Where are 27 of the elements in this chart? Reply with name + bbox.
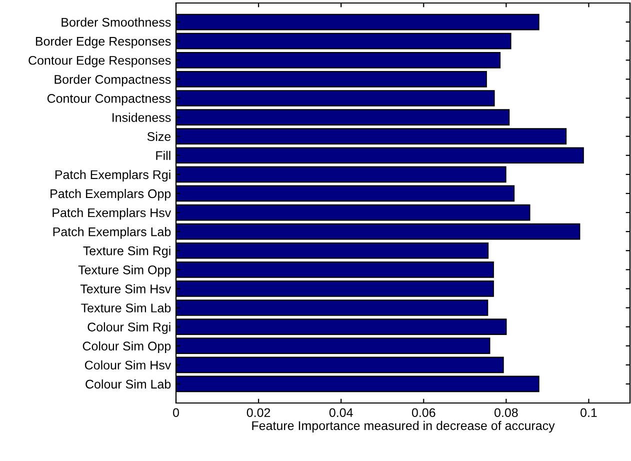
y-tick-label: Border Edge Responses: [36, 36, 171, 48]
y-tick-label: Colour Sim Opp: [82, 341, 171, 353]
y-tick-label: Texture Sim Rgi: [83, 246, 170, 258]
x-tick-label: 0.02: [246, 408, 270, 418]
y-tick-label: Colour Sim Rgi: [88, 322, 170, 334]
y-tick-label: Contour Compactness: [47, 94, 171, 106]
x-axis-title: Feature Importance measured in decrease of accuracy: [252, 420, 555, 433]
y-tick-label: Contour Edge Responses: [28, 56, 171, 68]
y-tick-label: Colour Sim Lab: [86, 379, 171, 389]
y-tick-label: Border Compactness: [54, 74, 171, 86]
y-tick-label: Patch Exemplars Rgi: [55, 170, 170, 182]
x-tick-label: 0.06: [412, 408, 436, 418]
y-tick-label: Colour Sim Hsv: [84, 360, 172, 370]
y-tick-label: Texture Sim Lab: [81, 303, 171, 312]
y-tick-label: Patch Exemplars Lab: [53, 227, 171, 239]
y-tick-label: Texture Sim Hsv: [80, 284, 172, 294]
y-tick-label: Texture Sim Opp: [78, 265, 171, 277]
x-tick-label: 0.04: [329, 408, 353, 418]
x-tick-label: 0.1: [580, 408, 597, 418]
y-tick-label: Border Smoothness: [62, 18, 171, 27]
y-tick-label: Patch Exemplars Hsv: [52, 208, 172, 220]
y-tick-label: Patch Exemplars Opp: [50, 188, 171, 201]
x-tick-label: 0.08: [494, 408, 518, 418]
y-tick-label: Fill: [156, 150, 170, 160]
y-tick-label: Size: [147, 132, 171, 141]
x-tick-label: 0: [173, 408, 179, 418]
y-tick-label: Insideness: [112, 112, 171, 122]
